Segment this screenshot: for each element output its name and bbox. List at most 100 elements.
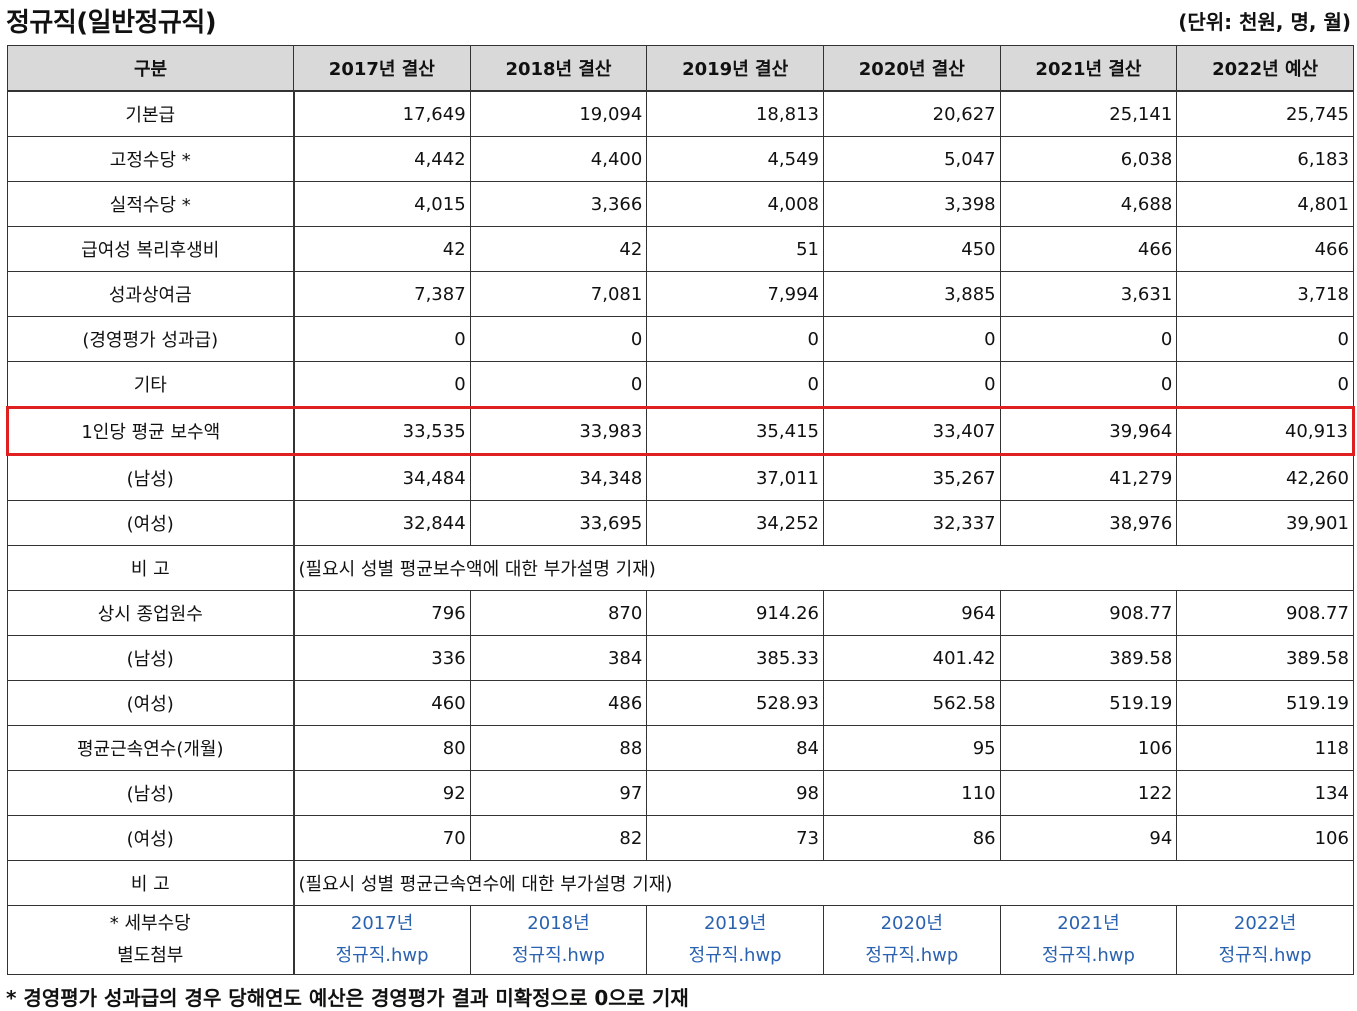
table-row: (남성) 34,484 34,348 37,011 35,267 41,279 42,260 bbox=[7, 454, 1354, 501]
attachment-label: * 세부수당 별도첨부 bbox=[7, 905, 295, 975]
row-label: (여성) bbox=[7, 815, 295, 861]
attachment-filename[interactable]: 정규직.hwp bbox=[865, 945, 959, 966]
cell-value: 32,844 bbox=[293, 500, 471, 546]
column-header: 2022년 예산 bbox=[1176, 45, 1354, 92]
cell-value: 0 bbox=[646, 316, 824, 362]
cell-value: 0 bbox=[822, 361, 1001, 408]
cell-value: 94 bbox=[999, 815, 1178, 861]
column-header: 2021년 결산 bbox=[999, 45, 1178, 92]
cell-value: 528.93 bbox=[646, 680, 824, 726]
note-text: (필요시 성별 평균보수액에 대한 부가설명 기재) bbox=[293, 545, 1354, 591]
table-row: (여성) 460 486 528.93 562.58 519.19 519.19 bbox=[7, 680, 1354, 726]
cell-value: 4,400 bbox=[469, 136, 648, 182]
column-header: 2017년 결산 bbox=[293, 45, 471, 92]
note-row: 비 고 (필요시 성별 평균근속연수에 대한 부가설명 기재) bbox=[7, 860, 1354, 906]
attachment-filename[interactable]: 정규직.hwp bbox=[688, 945, 782, 966]
column-header: 구분 bbox=[7, 45, 294, 92]
cell-value: 0 bbox=[646, 361, 824, 408]
table-row: 기타 0 0 0 0 0 0 bbox=[7, 361, 1354, 408]
cell-value: 7,081 bbox=[469, 271, 648, 317]
cell-value: 3,718 bbox=[1176, 271, 1354, 317]
table-row: 급여성 복리후생비 42 42 51 450 466 466 bbox=[7, 226, 1354, 272]
cell-value: 6,038 bbox=[999, 136, 1178, 182]
attachment-year[interactable]: 2021년 bbox=[1057, 913, 1120, 934]
table-row: 평균근속연수(개월) 80 88 84 95 106 118 bbox=[7, 725, 1354, 771]
row-label: (여성) bbox=[7, 680, 295, 726]
row-label: (남성) bbox=[7, 635, 295, 681]
cell-value: 4,015 bbox=[293, 181, 471, 227]
cell-value: 6,183 bbox=[1176, 136, 1354, 182]
cell-value: 0 bbox=[469, 316, 648, 362]
cell-value: 486 bbox=[469, 680, 648, 726]
row-label: 고정수당 * bbox=[7, 136, 295, 182]
table-row: 고정수당 * 4,442 4,400 4,549 5,047 6,038 6,183 bbox=[7, 136, 1354, 182]
cell-value: 51 bbox=[646, 226, 824, 272]
attachment-year[interactable]: 2020년 bbox=[880, 913, 943, 934]
cell-value: 3,366 bbox=[469, 181, 648, 227]
cell-value: 401.42 bbox=[822, 635, 1001, 681]
table-row: (여성) 32,844 33,695 34,252 32,337 38,976 39,901 bbox=[7, 500, 1354, 546]
cell-value: 466 bbox=[1176, 226, 1354, 272]
cell-value: 908.77 bbox=[999, 590, 1178, 636]
cell-value: 384 bbox=[469, 635, 648, 681]
attachment-year[interactable]: 2017년 bbox=[350, 913, 414, 934]
cell-value: 0 bbox=[1176, 316, 1354, 362]
cell-value: 95 bbox=[822, 725, 1001, 771]
cell-value: 35,415 bbox=[646, 406, 824, 456]
row-label: 기본급 bbox=[7, 90, 295, 137]
cell-value: 33,695 bbox=[469, 500, 648, 546]
row-label: (남성) bbox=[7, 770, 295, 816]
cell-value: 7,994 bbox=[646, 271, 824, 317]
cell-value: 122 bbox=[999, 770, 1178, 816]
cell-value: 39,901 bbox=[1176, 500, 1354, 546]
cell-value: 389.58 bbox=[1176, 635, 1354, 681]
cell-value: 519.19 bbox=[1176, 680, 1354, 726]
attachment-row: * 세부수당 별도첨부 2017년 정규직.hwp 2018년 정규직.hwp 2019년 정… bbox=[7, 905, 1354, 975]
row-label: 상시 종업원수 bbox=[7, 590, 295, 636]
attachment-filename[interactable]: 정규직.hwp bbox=[1218, 945, 1312, 966]
cell-value: 39,964 bbox=[999, 406, 1178, 456]
cell-value: 466 bbox=[999, 226, 1178, 272]
cell-value: 19,094 bbox=[469, 90, 648, 137]
cell-value: 18,813 bbox=[646, 90, 824, 137]
cell-value: 98 bbox=[646, 770, 824, 816]
cell-value: 914.26 bbox=[646, 590, 824, 636]
table-row: (경영평가 성과급) 0 0 0 0 0 0 bbox=[7, 316, 1354, 362]
cell-value: 460 bbox=[293, 680, 471, 726]
cell-value: 25,745 bbox=[1176, 90, 1354, 137]
cell-value: 0 bbox=[822, 316, 1001, 362]
cell-value: 562.58 bbox=[822, 680, 1001, 726]
cell-value: 70 bbox=[293, 815, 471, 861]
attachment-filename[interactable]: 정규직.hwp bbox=[335, 945, 429, 966]
row-label: 실적수당 * bbox=[7, 181, 295, 227]
cell-value: 42 bbox=[469, 226, 648, 272]
cell-value: 134 bbox=[1176, 770, 1354, 816]
row-label: 기타 bbox=[7, 361, 295, 408]
cell-value: 796 bbox=[293, 590, 471, 636]
attachment-year[interactable]: 2019년 bbox=[703, 913, 767, 934]
cell-value: 110 bbox=[822, 770, 1001, 816]
attachment-year[interactable]: 2018년 bbox=[527, 913, 590, 934]
cell-value: 42,260 bbox=[1176, 454, 1354, 501]
cell-value: 32,337 bbox=[822, 500, 1001, 546]
cell-value: 33,407 bbox=[822, 406, 1001, 456]
attachment-filename[interactable]: 정규직.hwp bbox=[1041, 945, 1135, 966]
cell-value: 80 bbox=[293, 725, 471, 771]
cell-value: 35,267 bbox=[822, 454, 1001, 501]
cell-value: 0 bbox=[999, 361, 1178, 408]
cell-value: 870 bbox=[469, 590, 648, 636]
cell-value: 34,484 bbox=[293, 454, 471, 501]
attachment-year[interactable]: 2022년 bbox=[1233, 913, 1297, 934]
cell-value: 86 bbox=[822, 815, 1001, 861]
cell-value: 3,631 bbox=[999, 271, 1178, 317]
header-row: 구분 2017년 결산 2018년 결산 2019년 결산 2020년 결산 2… bbox=[7, 45, 1354, 92]
attachment-filename[interactable]: 정규직.hwp bbox=[512, 945, 605, 966]
cell-value: 519.19 bbox=[999, 680, 1178, 726]
attachment-label-line2: 별도첨부 bbox=[117, 945, 184, 966]
